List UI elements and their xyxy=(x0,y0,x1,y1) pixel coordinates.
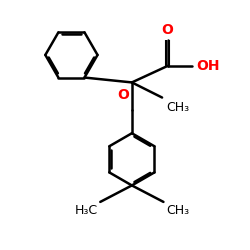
Text: O: O xyxy=(117,88,129,102)
Text: O: O xyxy=(162,22,173,36)
Text: CH₃: CH₃ xyxy=(166,204,189,217)
Text: OH: OH xyxy=(196,59,220,73)
Text: H₃C: H₃C xyxy=(74,204,98,217)
Text: CH₃: CH₃ xyxy=(166,101,189,114)
